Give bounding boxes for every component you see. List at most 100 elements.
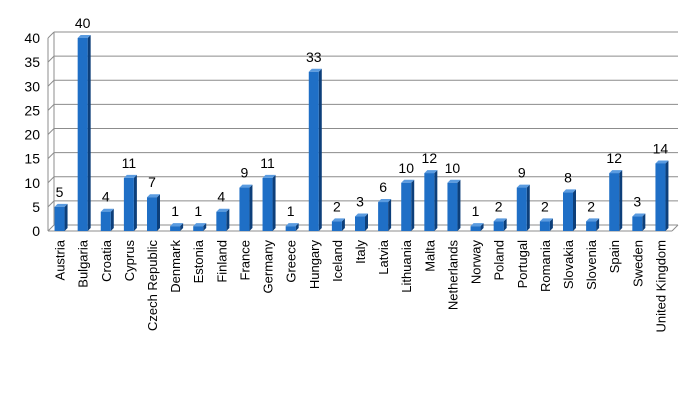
data-label: 33 bbox=[306, 49, 322, 65]
x-tick-label: Bulgaria bbox=[76, 239, 91, 287]
x-tick-label: Slovakia bbox=[561, 239, 576, 289]
bar-front-face bbox=[516, 187, 527, 231]
bar-hungary bbox=[308, 68, 322, 232]
bar-top-face bbox=[262, 174, 276, 178]
bar-front-face bbox=[447, 182, 458, 231]
x-axis-categories: Austria Bulgaria Croatia Cyprus Czech Republ… bbox=[53, 239, 669, 332]
bar-top-face bbox=[331, 218, 345, 222]
bar-front-face bbox=[54, 206, 65, 231]
bar-side-face bbox=[619, 170, 623, 231]
data-label: 11 bbox=[122, 155, 137, 171]
x-tick-label: Romania bbox=[538, 239, 553, 292]
bar-side-face bbox=[318, 68, 322, 232]
y-tick-label: 40 bbox=[24, 30, 40, 46]
bar-top-face bbox=[285, 223, 299, 227]
bar-greece bbox=[285, 223, 299, 231]
x-tick-label: Germany bbox=[261, 240, 276, 294]
data-label: 6 bbox=[379, 179, 387, 195]
bar-top-face bbox=[493, 218, 507, 222]
y-tick-label: 30 bbox=[24, 78, 40, 94]
gridline-side-15 bbox=[47, 152, 55, 159]
x-tick-label: Czech Republic bbox=[145, 240, 160, 332]
bar-top-face bbox=[539, 218, 553, 222]
bar-front-face bbox=[424, 173, 435, 231]
x-tick-label: Hungary bbox=[307, 240, 322, 290]
bar-front-face bbox=[100, 211, 111, 231]
x-tick-label: Latvia bbox=[376, 239, 391, 274]
bar-top-face bbox=[516, 184, 530, 188]
bar-side-face bbox=[642, 213, 646, 231]
bar-top-face bbox=[609, 170, 623, 174]
bar-front-face bbox=[401, 182, 412, 231]
data-label: 4 bbox=[217, 189, 225, 205]
data-label: 12 bbox=[606, 150, 622, 166]
bar-iceland bbox=[331, 218, 345, 231]
x-tick-label: Slovenia bbox=[584, 239, 599, 290]
bar-side-face bbox=[365, 213, 368, 231]
data-label: 1 bbox=[194, 203, 202, 219]
bar-side-face bbox=[549, 218, 553, 231]
bar-front-face bbox=[147, 197, 157, 231]
bar-top-face bbox=[239, 184, 253, 188]
bar-side-face bbox=[203, 223, 207, 231]
bar-denmark bbox=[170, 223, 184, 231]
bar-side-face bbox=[341, 218, 345, 231]
bar-side-face bbox=[64, 203, 68, 231]
data-label: 7 bbox=[148, 174, 156, 190]
bar-front-face bbox=[493, 221, 504, 231]
bar-finland bbox=[216, 208, 230, 231]
bar-latvia bbox=[378, 199, 392, 231]
bar-cyprus bbox=[123, 174, 137, 231]
bar-front-face bbox=[655, 163, 666, 231]
bar-side-face bbox=[411, 179, 415, 231]
bar-top-face bbox=[563, 189, 576, 193]
bar-side-face bbox=[480, 223, 484, 231]
bar-france bbox=[239, 184, 253, 231]
bar-side-face bbox=[295, 223, 299, 231]
bar-side-face bbox=[133, 174, 137, 231]
gridline-side-40 bbox=[47, 31, 55, 39]
data-label: 2 bbox=[541, 198, 549, 214]
bar-top-face bbox=[308, 68, 322, 72]
bar-front-face bbox=[308, 71, 319, 232]
y-tick-label: 0 bbox=[32, 223, 40, 239]
bar-italy bbox=[355, 213, 368, 231]
gridline-side-35 bbox=[47, 55, 55, 63]
bar-top-face bbox=[655, 160, 669, 164]
bar-top-face bbox=[147, 194, 160, 198]
bar-united-kingdom bbox=[655, 160, 669, 231]
bar-netherlands bbox=[447, 179, 461, 231]
data-label: 12 bbox=[422, 150, 438, 166]
x-tick-label: Iceland bbox=[330, 240, 345, 282]
bar-estonia bbox=[193, 223, 207, 231]
bar-top-face bbox=[216, 208, 230, 212]
data-label: 2 bbox=[333, 198, 341, 214]
bar-front-face bbox=[262, 177, 273, 231]
bar-front-face bbox=[355, 216, 365, 231]
bar-top-face bbox=[447, 179, 461, 183]
bar-top-face bbox=[586, 218, 600, 222]
bar-front-face bbox=[609, 173, 620, 231]
bar-front-face bbox=[193, 226, 204, 231]
bar-germany bbox=[262, 174, 276, 231]
y-tick-label: 10 bbox=[24, 175, 40, 191]
bar-austria bbox=[54, 203, 68, 231]
bar-romania bbox=[539, 218, 553, 231]
bar-side-face bbox=[596, 218, 600, 231]
bar-front-face bbox=[378, 202, 389, 231]
bar-norway bbox=[470, 223, 484, 231]
bars bbox=[54, 35, 669, 232]
x-tick-label: Austria bbox=[53, 239, 68, 280]
y-tick-label: 35 bbox=[24, 54, 40, 70]
bar-front-face bbox=[77, 38, 88, 231]
bar-side-face bbox=[434, 170, 438, 231]
bar-front-face bbox=[170, 226, 181, 231]
bar-side-face bbox=[157, 194, 160, 231]
x-tick-label: Poland bbox=[492, 240, 507, 280]
bar-malta bbox=[424, 170, 438, 231]
y-tick-label: 5 bbox=[32, 199, 40, 215]
bar-front-face bbox=[216, 211, 227, 231]
bar-bulgaria bbox=[77, 35, 91, 231]
